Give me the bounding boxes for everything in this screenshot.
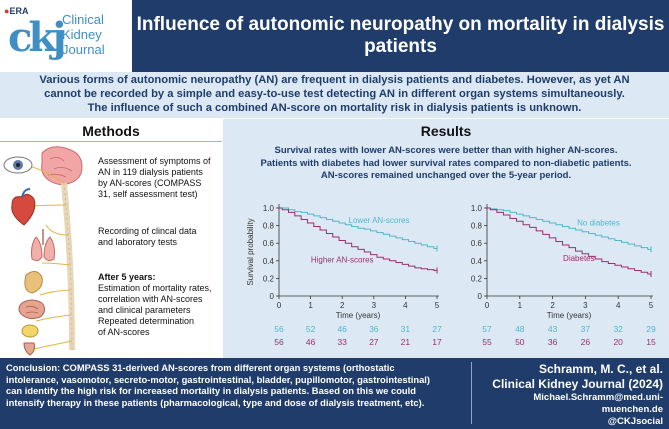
- y-tick-label: 0: [270, 292, 275, 301]
- x-axis-label: Time (years): [547, 311, 592, 320]
- y-tick-label: 1.0: [471, 204, 483, 213]
- at-risk-count: 15: [646, 337, 656, 347]
- at-risk-count: 56: [274, 337, 284, 347]
- at-risk-count: 57: [482, 324, 492, 334]
- y-tick-label: 0.4: [263, 257, 275, 266]
- methods-title: Methods: [82, 123, 140, 139]
- method-step-assessment: Assessment of symptoms of AN in 119 dial…: [98, 156, 211, 199]
- methods-divider: [0, 141, 222, 142]
- at-risk-count: 26: [581, 337, 591, 347]
- y-tick-label: 0.2: [471, 274, 483, 283]
- y-tick-label: 0: [478, 292, 483, 301]
- footer-divider: [471, 362, 472, 424]
- x-tick-label: 5: [435, 301, 440, 310]
- citation: Schramm, M. C., et al. Clinical Kidney J…: [473, 362, 663, 428]
- y-tick-label: 0.6: [263, 239, 275, 248]
- x-tick-label: 3: [372, 301, 377, 310]
- at-risk-count: 43: [548, 324, 558, 334]
- stomach-icon: [24, 271, 43, 294]
- at-risk-count: 36: [548, 337, 558, 347]
- series-label: No diabetes: [577, 219, 620, 228]
- at-risk-count: 56: [274, 324, 284, 334]
- results-panel: Results: [223, 119, 669, 358]
- at-risk-count: 29: [646, 324, 656, 334]
- eye-icon: [3, 156, 33, 174]
- penis-icon: [23, 342, 35, 356]
- x-tick-label: 1: [308, 301, 313, 310]
- series-label: Lower AN-scores: [349, 216, 410, 225]
- intestine-icon: [18, 299, 46, 320]
- intro-text: Various forms of autonomic neuropathy (A…: [0, 72, 669, 118]
- series-label: Diabetes: [563, 254, 595, 263]
- x-tick-label: 2: [340, 301, 345, 310]
- y-tick-label: 0.8: [263, 222, 275, 231]
- y-tick-label: 0.4: [471, 257, 483, 266]
- x-tick-label: 0: [277, 301, 282, 310]
- at-risk-count: 36: [369, 324, 379, 334]
- era-badge: ●ERA: [4, 6, 29, 16]
- y-axis-label: Survival probability: [246, 218, 255, 285]
- citation-authors: Schramm, M. C., et al.: [538, 362, 663, 376]
- at-risk-count: 31: [401, 324, 411, 334]
- citation-social[interactable]: @CKJsocial: [607, 416, 663, 427]
- x-tick-label: 4: [403, 301, 408, 310]
- anatomy-illustration: [3, 146, 83, 356]
- journal-name: Clinical Kidney Journal: [62, 12, 105, 57]
- x-axis-label: Time (years): [336, 311, 381, 320]
- ckj-logo-letters: ckj: [8, 14, 67, 61]
- at-risk-count: 20: [613, 337, 623, 347]
- at-risk-count: 27: [432, 324, 442, 334]
- heart-icon: [11, 188, 36, 226]
- y-tick-label: 0.2: [263, 274, 275, 283]
- results-title: Results: [420, 123, 472, 139]
- lungs-icon: [31, 229, 55, 262]
- x-tick-label: 3: [583, 301, 588, 310]
- at-risk-count: 48: [515, 324, 525, 334]
- at-risk-count: 52: [306, 324, 316, 334]
- at-risk-count: 50: [515, 337, 525, 347]
- survival-curve: [487, 207, 651, 250]
- citation-email[interactable]: Michael.Schramm@med.uni-muenchen.de: [533, 392, 663, 415]
- footer-bar: [0, 358, 669, 429]
- x-tick-label: 1: [518, 301, 523, 310]
- at-risk-count: 17: [432, 337, 442, 347]
- series-label: Higher AN-scores: [311, 256, 374, 265]
- x-tick-label: 4: [616, 301, 621, 310]
- results-summary: Survival rates with lower AN-scores were…: [260, 145, 632, 181]
- survival-curve: [487, 207, 651, 275]
- method-step-recording: Recording of clincal data and laboratory…: [98, 226, 197, 247]
- at-risk-count: 21: [401, 337, 411, 347]
- method-step-followup: After 5 years: Estimation of mortality r…: [98, 272, 212, 337]
- journal-logo: ●ERA ckj Clinical Kidney Journal: [0, 0, 132, 72]
- at-risk-count: 33: [337, 337, 347, 347]
- citation-journal: Clinical Kidney Journal (2024): [492, 377, 663, 391]
- x-tick-label: 2: [550, 301, 555, 310]
- x-tick-label: 5: [649, 301, 654, 310]
- y-tick-label: 1.0: [263, 204, 275, 213]
- methods-panel: Methods: [0, 119, 222, 358]
- at-risk-count: 55: [482, 337, 492, 347]
- survival-curve: [279, 207, 437, 249]
- at-risk-count: 32: [613, 324, 623, 334]
- survival-charts: 0 0.2 0.4 0.6 0.8 1.0 0 1 2 3 4 5 Time (years) Surviv…: [246, 204, 656, 347]
- at-risk-count: 27: [369, 337, 379, 347]
- at-risk-count: 37: [581, 324, 591, 334]
- page-title: Influence of autonomic neuropathy on mor…: [136, 14, 665, 57]
- survival-curve: [279, 207, 437, 271]
- at-risk-count: 46: [337, 324, 347, 334]
- x-tick-label: 0: [485, 301, 490, 310]
- y-tick-label: 0.6: [471, 239, 483, 248]
- bladder-icon: [21, 324, 39, 338]
- y-tick-label: 0.8: [471, 222, 483, 231]
- conclusion-text: Conclusion: COMPASS 31-derived AN-scores…: [6, 362, 431, 409]
- at-risk-count: 46: [306, 337, 316, 347]
